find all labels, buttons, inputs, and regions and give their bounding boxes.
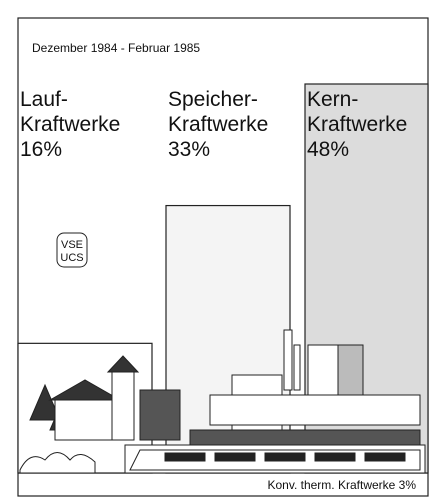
value-label: 48%: [307, 138, 349, 161]
category-label: Kraftwerke: [20, 113, 120, 136]
note: Konv. therm. Kraftwerke 3%: [268, 478, 417, 492]
chart: Dezember 1984 - Februar 1985 Konv. therm…: [0, 0, 439, 499]
category-label: Lauf-: [20, 88, 68, 111]
category-label: Kraftwerke: [307, 113, 407, 136]
chart-title: Dezember 1984 - Februar 1985: [32, 41, 200, 55]
logo-text: VSE: [61, 239, 83, 251]
logo-text: UCS: [60, 252, 83, 264]
value-label: 16%: [20, 138, 62, 161]
category-label: Speicher-: [168, 88, 258, 111]
value-label: 33%: [168, 138, 210, 161]
logo: VSE UCS: [57, 233, 87, 267]
category-label: Kraftwerke: [168, 113, 268, 136]
category-label: Kern-: [307, 88, 358, 111]
